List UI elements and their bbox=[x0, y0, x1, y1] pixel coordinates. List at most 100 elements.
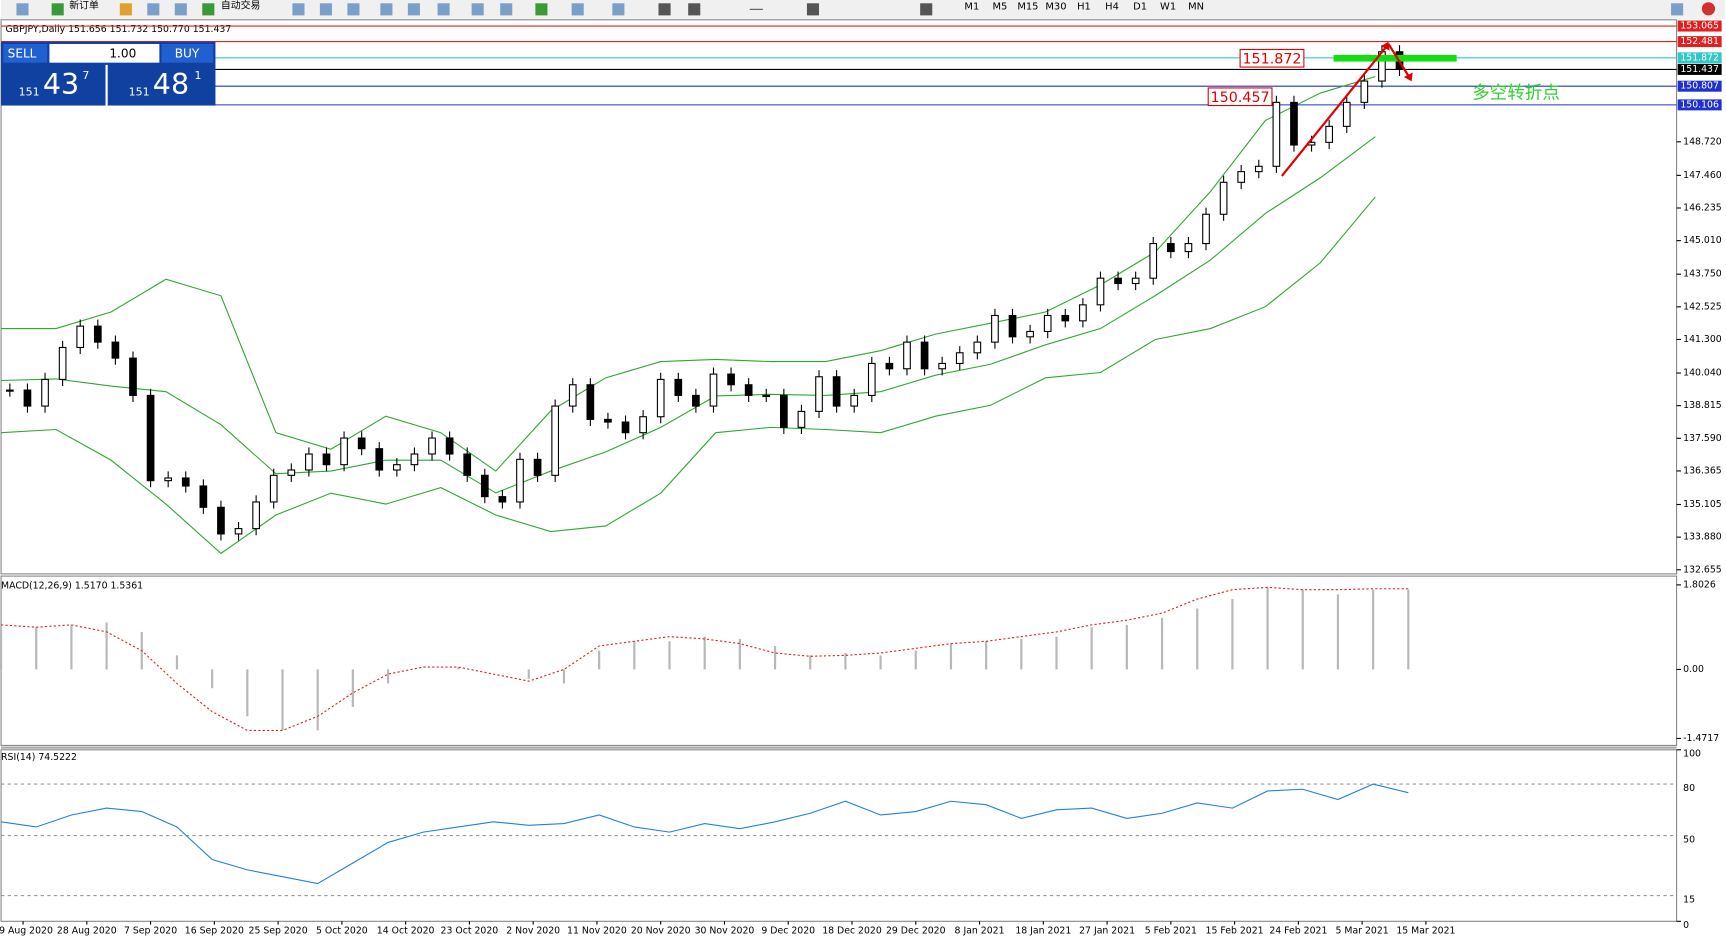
macd-bar bbox=[1372, 589, 1375, 670]
candle bbox=[1237, 171, 1246, 183]
y-tick-label: 143.750 bbox=[1683, 269, 1722, 280]
macd-bar bbox=[738, 638, 741, 670]
price-box-label: 150.457 bbox=[1211, 90, 1270, 106]
icon[interactable] bbox=[500, 3, 513, 16]
price-tag-label: 151.437 bbox=[1680, 64, 1719, 75]
x-tick-label: 20 Nov 2020 bbox=[631, 926, 691, 937]
candle bbox=[639, 416, 647, 434]
buy-button[interactable] bbox=[161, 43, 214, 63]
y-tick-label: 0.00 bbox=[1683, 664, 1704, 675]
icon[interactable] bbox=[1701, 2, 1716, 16]
x-tick-label: 5 Mar 2021 bbox=[1336, 926, 1389, 937]
candle bbox=[903, 341, 911, 370]
sell-button[interactable] bbox=[3, 43, 48, 63]
new-order[interactable]: 新订单 bbox=[69, 0, 99, 11]
icon[interactable] bbox=[688, 3, 701, 16]
macd-bar bbox=[1336, 594, 1340, 670]
icon[interactable] bbox=[202, 3, 215, 16]
icon[interactable] bbox=[292, 3, 305, 16]
icon[interactable] bbox=[749, 8, 763, 10]
candle bbox=[480, 474, 489, 498]
icon[interactable] bbox=[51, 3, 64, 16]
x-tick-label: 5 Oct 2020 bbox=[316, 926, 368, 937]
auto-trading[interactable]: 自动交易 bbox=[221, 0, 261, 11]
y-tick-label: 142.525 bbox=[1683, 301, 1722, 312]
timeframe[interactable]: M30 bbox=[1045, 2, 1066, 13]
candle bbox=[428, 437, 436, 455]
icon[interactable] bbox=[471, 3, 484, 16]
timeframe[interactable]: D1 bbox=[1133, 2, 1147, 13]
x-tick-label: 29 Dec 2020 bbox=[886, 926, 946, 937]
candle bbox=[23, 389, 32, 407]
candle bbox=[1131, 277, 1140, 285]
candle bbox=[41, 378, 49, 407]
icon[interactable] bbox=[571, 3, 584, 16]
timeframe[interactable]: M15 bbox=[1017, 2, 1038, 13]
y-tick-label: 138.815 bbox=[1683, 400, 1722, 411]
rsi-label: RSI(14) 74.5222 bbox=[1, 752, 77, 763]
macd-bar bbox=[562, 669, 566, 684]
icon[interactable] bbox=[16, 3, 29, 16]
timeframe[interactable]: M1 bbox=[964, 2, 979, 13]
macd-bar bbox=[914, 650, 917, 670]
candle bbox=[1166, 243, 1175, 253]
candle bbox=[269, 474, 278, 503]
icon[interactable] bbox=[319, 3, 332, 16]
candle bbox=[586, 384, 595, 420]
candle bbox=[850, 394, 859, 407]
lot-value[interactable]: 1.00 bbox=[109, 46, 136, 60]
timeframe[interactable]: M5 bbox=[992, 2, 1007, 13]
macd-panel bbox=[0, 575, 1678, 746]
icon[interactable] bbox=[806, 3, 820, 16]
price-tag-label: 152.481 bbox=[1680, 36, 1719, 47]
y-tick-label: 148.720 bbox=[1683, 136, 1722, 147]
macd-bar bbox=[1160, 617, 1164, 670]
macd-bar bbox=[1090, 627, 1093, 670]
price-tag-label: 150.106 bbox=[1680, 99, 1719, 110]
candle bbox=[129, 357, 137, 396]
icon[interactable] bbox=[612, 3, 625, 16]
timeframe[interactable]: H4 bbox=[1105, 2, 1119, 13]
price-tag bbox=[1677, 80, 1722, 92]
candle bbox=[305, 453, 313, 471]
candle bbox=[1254, 165, 1263, 173]
toolbar bbox=[1, 0, 1725, 19]
icon[interactable] bbox=[1671, 3, 1684, 16]
x-tick-label: 2 Nov 2020 bbox=[506, 926, 560, 937]
macd-bar bbox=[844, 653, 847, 670]
icon[interactable] bbox=[347, 3, 360, 16]
candle bbox=[498, 496, 507, 503]
bid-sup: 7 bbox=[82, 69, 89, 82]
y-tick-label: 145.010 bbox=[1683, 235, 1722, 246]
icon[interactable] bbox=[174, 3, 187, 16]
timeframe[interactable]: H1 bbox=[1077, 2, 1091, 13]
timeframe[interactable]: W1 bbox=[1160, 2, 1176, 13]
icon[interactable] bbox=[920, 3, 933, 16]
candle bbox=[1360, 80, 1369, 103]
candle bbox=[973, 341, 982, 354]
icon[interactable] bbox=[380, 3, 393, 16]
candle bbox=[762, 394, 771, 398]
y-tick-label: 1.8026 bbox=[1683, 579, 1716, 590]
candle bbox=[6, 389, 14, 392]
icon[interactable] bbox=[535, 3, 548, 16]
macd-bar bbox=[0, 629, 3, 670]
icon[interactable] bbox=[147, 3, 160, 16]
lot-input[interactable] bbox=[49, 43, 160, 63]
candle bbox=[815, 376, 823, 412]
x-tick-label: 23 Oct 2020 bbox=[441, 926, 499, 937]
price-tag-label: 151.872 bbox=[1680, 52, 1719, 63]
timeframe[interactable]: MN bbox=[1188, 2, 1204, 13]
icon[interactable] bbox=[407, 3, 420, 16]
turn-point-note: 多空转折点 bbox=[1472, 83, 1560, 103]
icon[interactable] bbox=[658, 3, 671, 16]
macd-bar bbox=[1407, 589, 1410, 670]
buy-label[interactable]: BUY bbox=[175, 46, 200, 60]
x-tick-label: 9 Dec 2020 bbox=[761, 926, 815, 937]
icon[interactable] bbox=[119, 3, 132, 16]
icon[interactable] bbox=[437, 3, 450, 16]
y-tick-label: 133.880 bbox=[1683, 532, 1722, 543]
candle bbox=[1096, 277, 1105, 306]
y-tick-label: 137.590 bbox=[1683, 433, 1722, 444]
sell-label[interactable]: SELL bbox=[8, 46, 37, 60]
